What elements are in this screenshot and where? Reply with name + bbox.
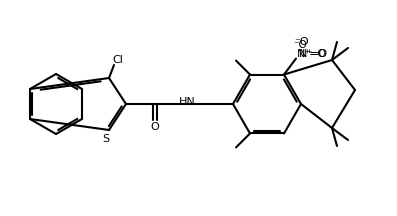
Text: =O: =O (309, 49, 327, 59)
Text: =O: =O (310, 49, 328, 59)
Text: N⁺: N⁺ (299, 49, 313, 59)
Text: ⁻O: ⁻O (293, 40, 307, 49)
Text: Cl: Cl (113, 55, 123, 65)
Text: S: S (102, 134, 110, 144)
Text: N⁺: N⁺ (297, 49, 311, 59)
Text: ⁻O: ⁻O (295, 37, 309, 47)
Text: HN: HN (179, 97, 196, 107)
Text: O: O (150, 122, 159, 132)
